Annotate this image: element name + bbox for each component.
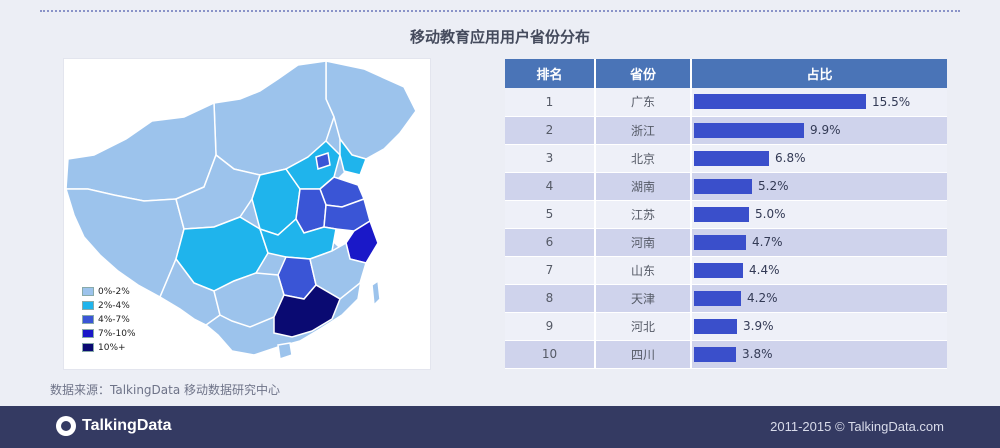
table-row: 4 湖南 5.2% <box>505 172 947 201</box>
province-cell: 湖南 <box>595 172 692 201</box>
table-row: 6 河南 4.7% <box>505 228 947 257</box>
legend-swatch <box>82 343 94 352</box>
rank-cell: 1 <box>505 88 596 117</box>
share-bar <box>694 122 804 138</box>
legend-item: 2%-4% <box>82 299 136 312</box>
share-label: 3.8% <box>742 347 773 361</box>
logo-icon <box>56 416 76 436</box>
map-region-taiwan <box>371 279 381 307</box>
legend-swatch <box>82 301 94 310</box>
province-cell: 四川 <box>595 340 692 369</box>
chart-title: 移动教育应用用户省份分布 <box>409 28 590 46</box>
table-row: 8 天津 4.2% <box>505 284 947 313</box>
share-bar <box>694 150 769 166</box>
table-row: 10 四川 3.8% <box>505 340 947 369</box>
share-cell: 5.0% <box>691 200 947 229</box>
province-cell: 广东 <box>595 88 692 117</box>
rank-cell: 6 <box>505 228 596 257</box>
rank-cell: 7 <box>505 256 596 285</box>
province-cell: 天津 <box>595 284 692 313</box>
share-label: 6.8% <box>775 151 806 165</box>
share-bar <box>694 318 737 334</box>
province-cell: 河北 <box>595 312 692 341</box>
top-divider <box>40 10 960 12</box>
share-cell: 6.8% <box>691 144 947 173</box>
legend-item: 4%-7% <box>82 313 136 326</box>
table-row: 3 北京 6.8% <box>505 144 947 173</box>
table-row: 9 河北 3.9% <box>505 312 947 341</box>
share-bar <box>694 262 743 278</box>
map-region-beijing <box>315 152 331 170</box>
share-label: 4.2% <box>747 291 778 305</box>
map-region-guangdong <box>273 284 341 338</box>
table-row: 1 广东 15.5% <box>505 88 947 117</box>
footer: TalkingData 2011-2015 © TalkingData.com <box>0 406 1000 448</box>
province-cell: 河南 <box>595 228 692 257</box>
china-map <box>64 60 417 360</box>
china-map-panel: 0%-2% 2%-4% 4%-7% 7%-10% 10%+ <box>63 58 431 370</box>
legend-item: 7%-10% <box>82 327 136 340</box>
share-cell: 5.2% <box>691 172 947 201</box>
share-cell: 3.8% <box>691 340 947 369</box>
share-bar <box>694 234 746 250</box>
share-bar <box>694 346 736 362</box>
share-bar <box>694 178 752 194</box>
rank-cell: 9 <box>505 312 596 341</box>
share-bar <box>694 290 741 306</box>
table-row: 7 山东 4.4% <box>505 256 947 285</box>
share-label: 5.2% <box>758 179 789 193</box>
legend-swatch <box>82 329 94 338</box>
rank-cell: 4 <box>505 172 596 201</box>
share-cell: 4.2% <box>691 284 947 313</box>
share-label: 4.4% <box>749 263 780 277</box>
legend-swatch <box>82 287 94 296</box>
data-source: 数据来源：TalkingData 移动数据研究中心 <box>50 383 281 397</box>
province-cell: 北京 <box>595 144 692 173</box>
share-bar <box>694 94 866 110</box>
share-label: 3.9% <box>743 319 774 333</box>
table-row: 2 浙江 9.9% <box>505 116 947 145</box>
legend-item: 10%+ <box>82 341 136 354</box>
map-region-liaoning <box>339 136 367 176</box>
province-cell: 江苏 <box>595 200 692 229</box>
map-legend: 0%-2% 2%-4% 4%-7% 7%-10% 10%+ <box>82 285 136 355</box>
map-region-xinjiang <box>65 101 217 202</box>
legend-label: 2%-4% <box>98 300 130 311</box>
logo-text: TalkingData <box>82 417 172 434</box>
rank-cell: 3 <box>505 144 596 173</box>
talkingdata-logo: TalkingData <box>56 416 172 436</box>
legend-label: 7%-10% <box>98 328 136 339</box>
province-cell: 山东 <box>595 256 692 285</box>
share-label: 4.7% <box>752 235 783 249</box>
legend-item: 0%-2% <box>82 285 136 298</box>
legend-swatch <box>82 315 94 324</box>
header-province: 省份 <box>595 59 692 88</box>
share-label: 9.9% <box>810 123 841 137</box>
share-cell: 15.5% <box>691 88 947 117</box>
share-cell: 9.9% <box>691 116 947 145</box>
legend-label: 0%-2% <box>98 286 130 297</box>
legend-label: 4%-7% <box>98 314 130 325</box>
table-body: 1 广东 15.5% 2 浙江 9.9% 3 北京 6.8% 4 湖南 5.2% 5 江苏 5.0% 6 河南 4… <box>505 88 947 369</box>
map-region-hainan <box>277 342 293 360</box>
share-cell: 4.4% <box>691 256 947 285</box>
share-bar <box>694 206 749 222</box>
rank-cell: 5 <box>505 200 596 229</box>
province-cell: 浙江 <box>595 116 692 145</box>
legend-label: 10%+ <box>98 342 126 353</box>
rank-cell: 8 <box>505 284 596 313</box>
copyright: 2011-2015 © TalkingData.com <box>770 419 944 434</box>
share-label: 5.0% <box>755 207 786 221</box>
rank-cell: 10 <box>505 340 596 369</box>
share-label: 15.5% <box>872 94 911 109</box>
table-row: 5 江苏 5.0% <box>505 200 947 229</box>
ranking-table: 排名 省份 占比 1 广东 15.5% 2 浙江 9.9% 3 北京 6.8% 4 湖南 5.2% 5 江… <box>505 59 947 369</box>
header-rank: 排名 <box>505 59 596 88</box>
share-cell: 4.7% <box>691 228 947 257</box>
rank-cell: 2 <box>505 116 596 145</box>
share-cell: 3.9% <box>691 312 947 341</box>
header-share: 占比 <box>691 59 947 88</box>
